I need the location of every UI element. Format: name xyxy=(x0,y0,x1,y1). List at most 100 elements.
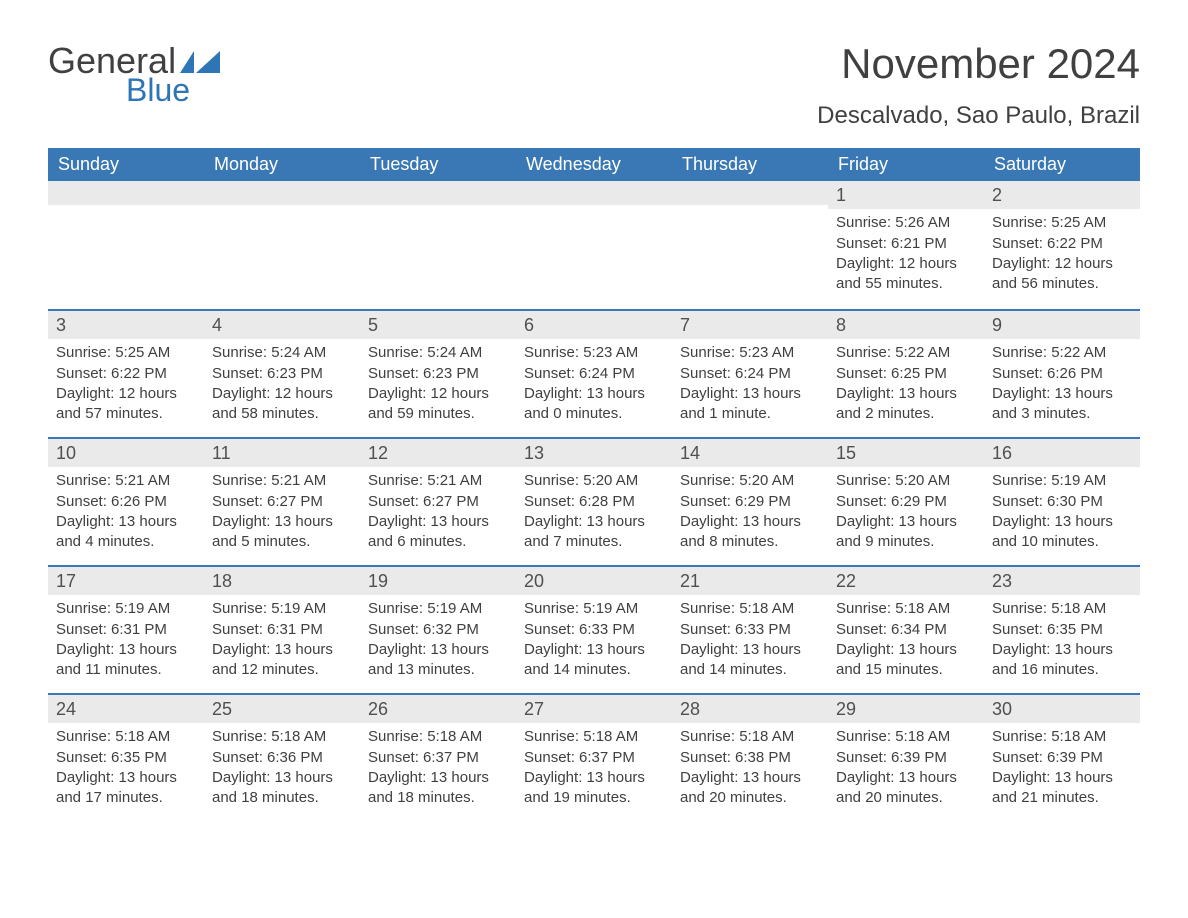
daylight-text: Daylight: 13 hours and 14 minutes. xyxy=(680,640,820,681)
day-number: 28 xyxy=(672,695,828,723)
daylight-text: Daylight: 13 hours and 18 minutes. xyxy=(212,768,352,809)
sunset-text: Sunset: 6:30 PM xyxy=(992,492,1132,512)
sunrise-text: Sunrise: 5:20 AM xyxy=(680,471,820,491)
daylight-text: Daylight: 13 hours and 19 minutes. xyxy=(524,768,664,809)
day-body: Sunrise: 5:18 AMSunset: 6:39 PMDaylight:… xyxy=(828,723,984,816)
day-cell: 27Sunrise: 5:18 AMSunset: 6:37 PMDayligh… xyxy=(516,695,672,821)
day-cell: 26Sunrise: 5:18 AMSunset: 6:37 PMDayligh… xyxy=(360,695,516,821)
sunset-text: Sunset: 6:39 PM xyxy=(836,748,976,768)
day-cell: 21Sunrise: 5:18 AMSunset: 6:33 PMDayligh… xyxy=(672,567,828,693)
sunrise-text: Sunrise: 5:18 AM xyxy=(368,727,508,747)
day-number: 15 xyxy=(828,439,984,467)
day-body: Sunrise: 5:21 AMSunset: 6:26 PMDaylight:… xyxy=(48,467,204,560)
calendar: SundayMondayTuesdayWednesdayThursdayFrid… xyxy=(48,148,1140,821)
sunrise-text: Sunrise: 5:18 AM xyxy=(992,599,1132,619)
day-cell xyxy=(672,181,828,309)
day-number: 26 xyxy=(360,695,516,723)
day-cell: 15Sunrise: 5:20 AMSunset: 6:29 PMDayligh… xyxy=(828,439,984,565)
logo: General Blue xyxy=(48,40,220,109)
daylight-text: Daylight: 13 hours and 21 minutes. xyxy=(992,768,1132,809)
sunset-text: Sunset: 6:25 PM xyxy=(836,364,976,384)
sunrise-text: Sunrise: 5:24 AM xyxy=(368,343,508,363)
daylight-text: Daylight: 13 hours and 7 minutes. xyxy=(524,512,664,553)
day-body: Sunrise: 5:20 AMSunset: 6:29 PMDaylight:… xyxy=(828,467,984,560)
day-number xyxy=(360,181,516,205)
sunset-text: Sunset: 6:24 PM xyxy=(524,364,664,384)
sunrise-text: Sunrise: 5:19 AM xyxy=(56,599,196,619)
day-header: Tuesday xyxy=(360,148,516,181)
day-body: Sunrise: 5:24 AMSunset: 6:23 PMDaylight:… xyxy=(204,339,360,432)
daylight-text: Daylight: 13 hours and 15 minutes. xyxy=(836,640,976,681)
day-cell: 9Sunrise: 5:22 AMSunset: 6:26 PMDaylight… xyxy=(984,311,1140,437)
day-body: Sunrise: 5:18 AMSunset: 6:36 PMDaylight:… xyxy=(204,723,360,816)
daylight-text: Daylight: 12 hours and 59 minutes. xyxy=(368,384,508,425)
day-body: Sunrise: 5:18 AMSunset: 6:33 PMDaylight:… xyxy=(672,595,828,688)
day-cell: 1Sunrise: 5:26 AMSunset: 6:21 PMDaylight… xyxy=(828,181,984,309)
day-header: Friday xyxy=(828,148,984,181)
sunset-text: Sunset: 6:33 PM xyxy=(524,620,664,640)
day-body: Sunrise: 5:19 AMSunset: 6:30 PMDaylight:… xyxy=(984,467,1140,560)
sunset-text: Sunset: 6:28 PM xyxy=(524,492,664,512)
day-number xyxy=(516,181,672,205)
sunset-text: Sunset: 6:27 PM xyxy=(212,492,352,512)
day-body: Sunrise: 5:18 AMSunset: 6:39 PMDaylight:… xyxy=(984,723,1140,816)
sunset-text: Sunset: 6:36 PM xyxy=(212,748,352,768)
day-number: 13 xyxy=(516,439,672,467)
day-number: 30 xyxy=(984,695,1140,723)
sunset-text: Sunset: 6:29 PM xyxy=(680,492,820,512)
sunrise-text: Sunrise: 5:18 AM xyxy=(836,727,976,747)
daylight-text: Daylight: 13 hours and 3 minutes. xyxy=(992,384,1132,425)
day-cell: 28Sunrise: 5:18 AMSunset: 6:38 PMDayligh… xyxy=(672,695,828,821)
day-cell: 25Sunrise: 5:18 AMSunset: 6:36 PMDayligh… xyxy=(204,695,360,821)
day-number: 25 xyxy=(204,695,360,723)
sunset-text: Sunset: 6:27 PM xyxy=(368,492,508,512)
daylight-text: Daylight: 13 hours and 1 minute. xyxy=(680,384,820,425)
daylight-text: Daylight: 13 hours and 14 minutes. xyxy=(524,640,664,681)
day-cell: 16Sunrise: 5:19 AMSunset: 6:30 PMDayligh… xyxy=(984,439,1140,565)
day-body: Sunrise: 5:20 AMSunset: 6:29 PMDaylight:… xyxy=(672,467,828,560)
sunrise-text: Sunrise: 5:24 AM xyxy=(212,343,352,363)
sunrise-text: Sunrise: 5:23 AM xyxy=(680,343,820,363)
day-number: 20 xyxy=(516,567,672,595)
day-number: 23 xyxy=(984,567,1140,595)
sunset-text: Sunset: 6:31 PM xyxy=(56,620,196,640)
day-number: 5 xyxy=(360,311,516,339)
sunset-text: Sunset: 6:23 PM xyxy=(368,364,508,384)
week-row: 3Sunrise: 5:25 AMSunset: 6:22 PMDaylight… xyxy=(48,309,1140,437)
day-cell xyxy=(360,181,516,309)
sunset-text: Sunset: 6:39 PM xyxy=(992,748,1132,768)
day-body: Sunrise: 5:18 AMSunset: 6:38 PMDaylight:… xyxy=(672,723,828,816)
sunrise-text: Sunrise: 5:21 AM xyxy=(368,471,508,491)
day-body: Sunrise: 5:22 AMSunset: 6:26 PMDaylight:… xyxy=(984,339,1140,432)
sunrise-text: Sunrise: 5:20 AM xyxy=(524,471,664,491)
day-header: Thursday xyxy=(672,148,828,181)
day-cell: 14Sunrise: 5:20 AMSunset: 6:29 PMDayligh… xyxy=(672,439,828,565)
day-number: 29 xyxy=(828,695,984,723)
day-cell: 24Sunrise: 5:18 AMSunset: 6:35 PMDayligh… xyxy=(48,695,204,821)
day-cell: 6Sunrise: 5:23 AMSunset: 6:24 PMDaylight… xyxy=(516,311,672,437)
sunrise-text: Sunrise: 5:19 AM xyxy=(212,599,352,619)
sunrise-text: Sunrise: 5:21 AM xyxy=(212,471,352,491)
daylight-text: Daylight: 13 hours and 13 minutes. xyxy=(368,640,508,681)
day-number: 8 xyxy=(828,311,984,339)
sunset-text: Sunset: 6:29 PM xyxy=(836,492,976,512)
daylight-text: Daylight: 13 hours and 17 minutes. xyxy=(56,768,196,809)
day-cell: 8Sunrise: 5:22 AMSunset: 6:25 PMDaylight… xyxy=(828,311,984,437)
day-number: 2 xyxy=(984,181,1140,209)
sunset-text: Sunset: 6:33 PM xyxy=(680,620,820,640)
day-body: Sunrise: 5:18 AMSunset: 6:35 PMDaylight:… xyxy=(984,595,1140,688)
day-number: 3 xyxy=(48,311,204,339)
day-cell: 2Sunrise: 5:25 AMSunset: 6:22 PMDaylight… xyxy=(984,181,1140,309)
sunset-text: Sunset: 6:21 PM xyxy=(836,234,976,254)
day-cell: 12Sunrise: 5:21 AMSunset: 6:27 PMDayligh… xyxy=(360,439,516,565)
sunset-text: Sunset: 6:26 PM xyxy=(992,364,1132,384)
day-number xyxy=(48,181,204,205)
sunset-text: Sunset: 6:38 PM xyxy=(680,748,820,768)
day-number: 6 xyxy=(516,311,672,339)
sunrise-text: Sunrise: 5:19 AM xyxy=(368,599,508,619)
day-body: Sunrise: 5:21 AMSunset: 6:27 PMDaylight:… xyxy=(204,467,360,560)
daylight-text: Daylight: 13 hours and 18 minutes. xyxy=(368,768,508,809)
day-header: Sunday xyxy=(48,148,204,181)
day-number: 10 xyxy=(48,439,204,467)
daylight-text: Daylight: 12 hours and 57 minutes. xyxy=(56,384,196,425)
